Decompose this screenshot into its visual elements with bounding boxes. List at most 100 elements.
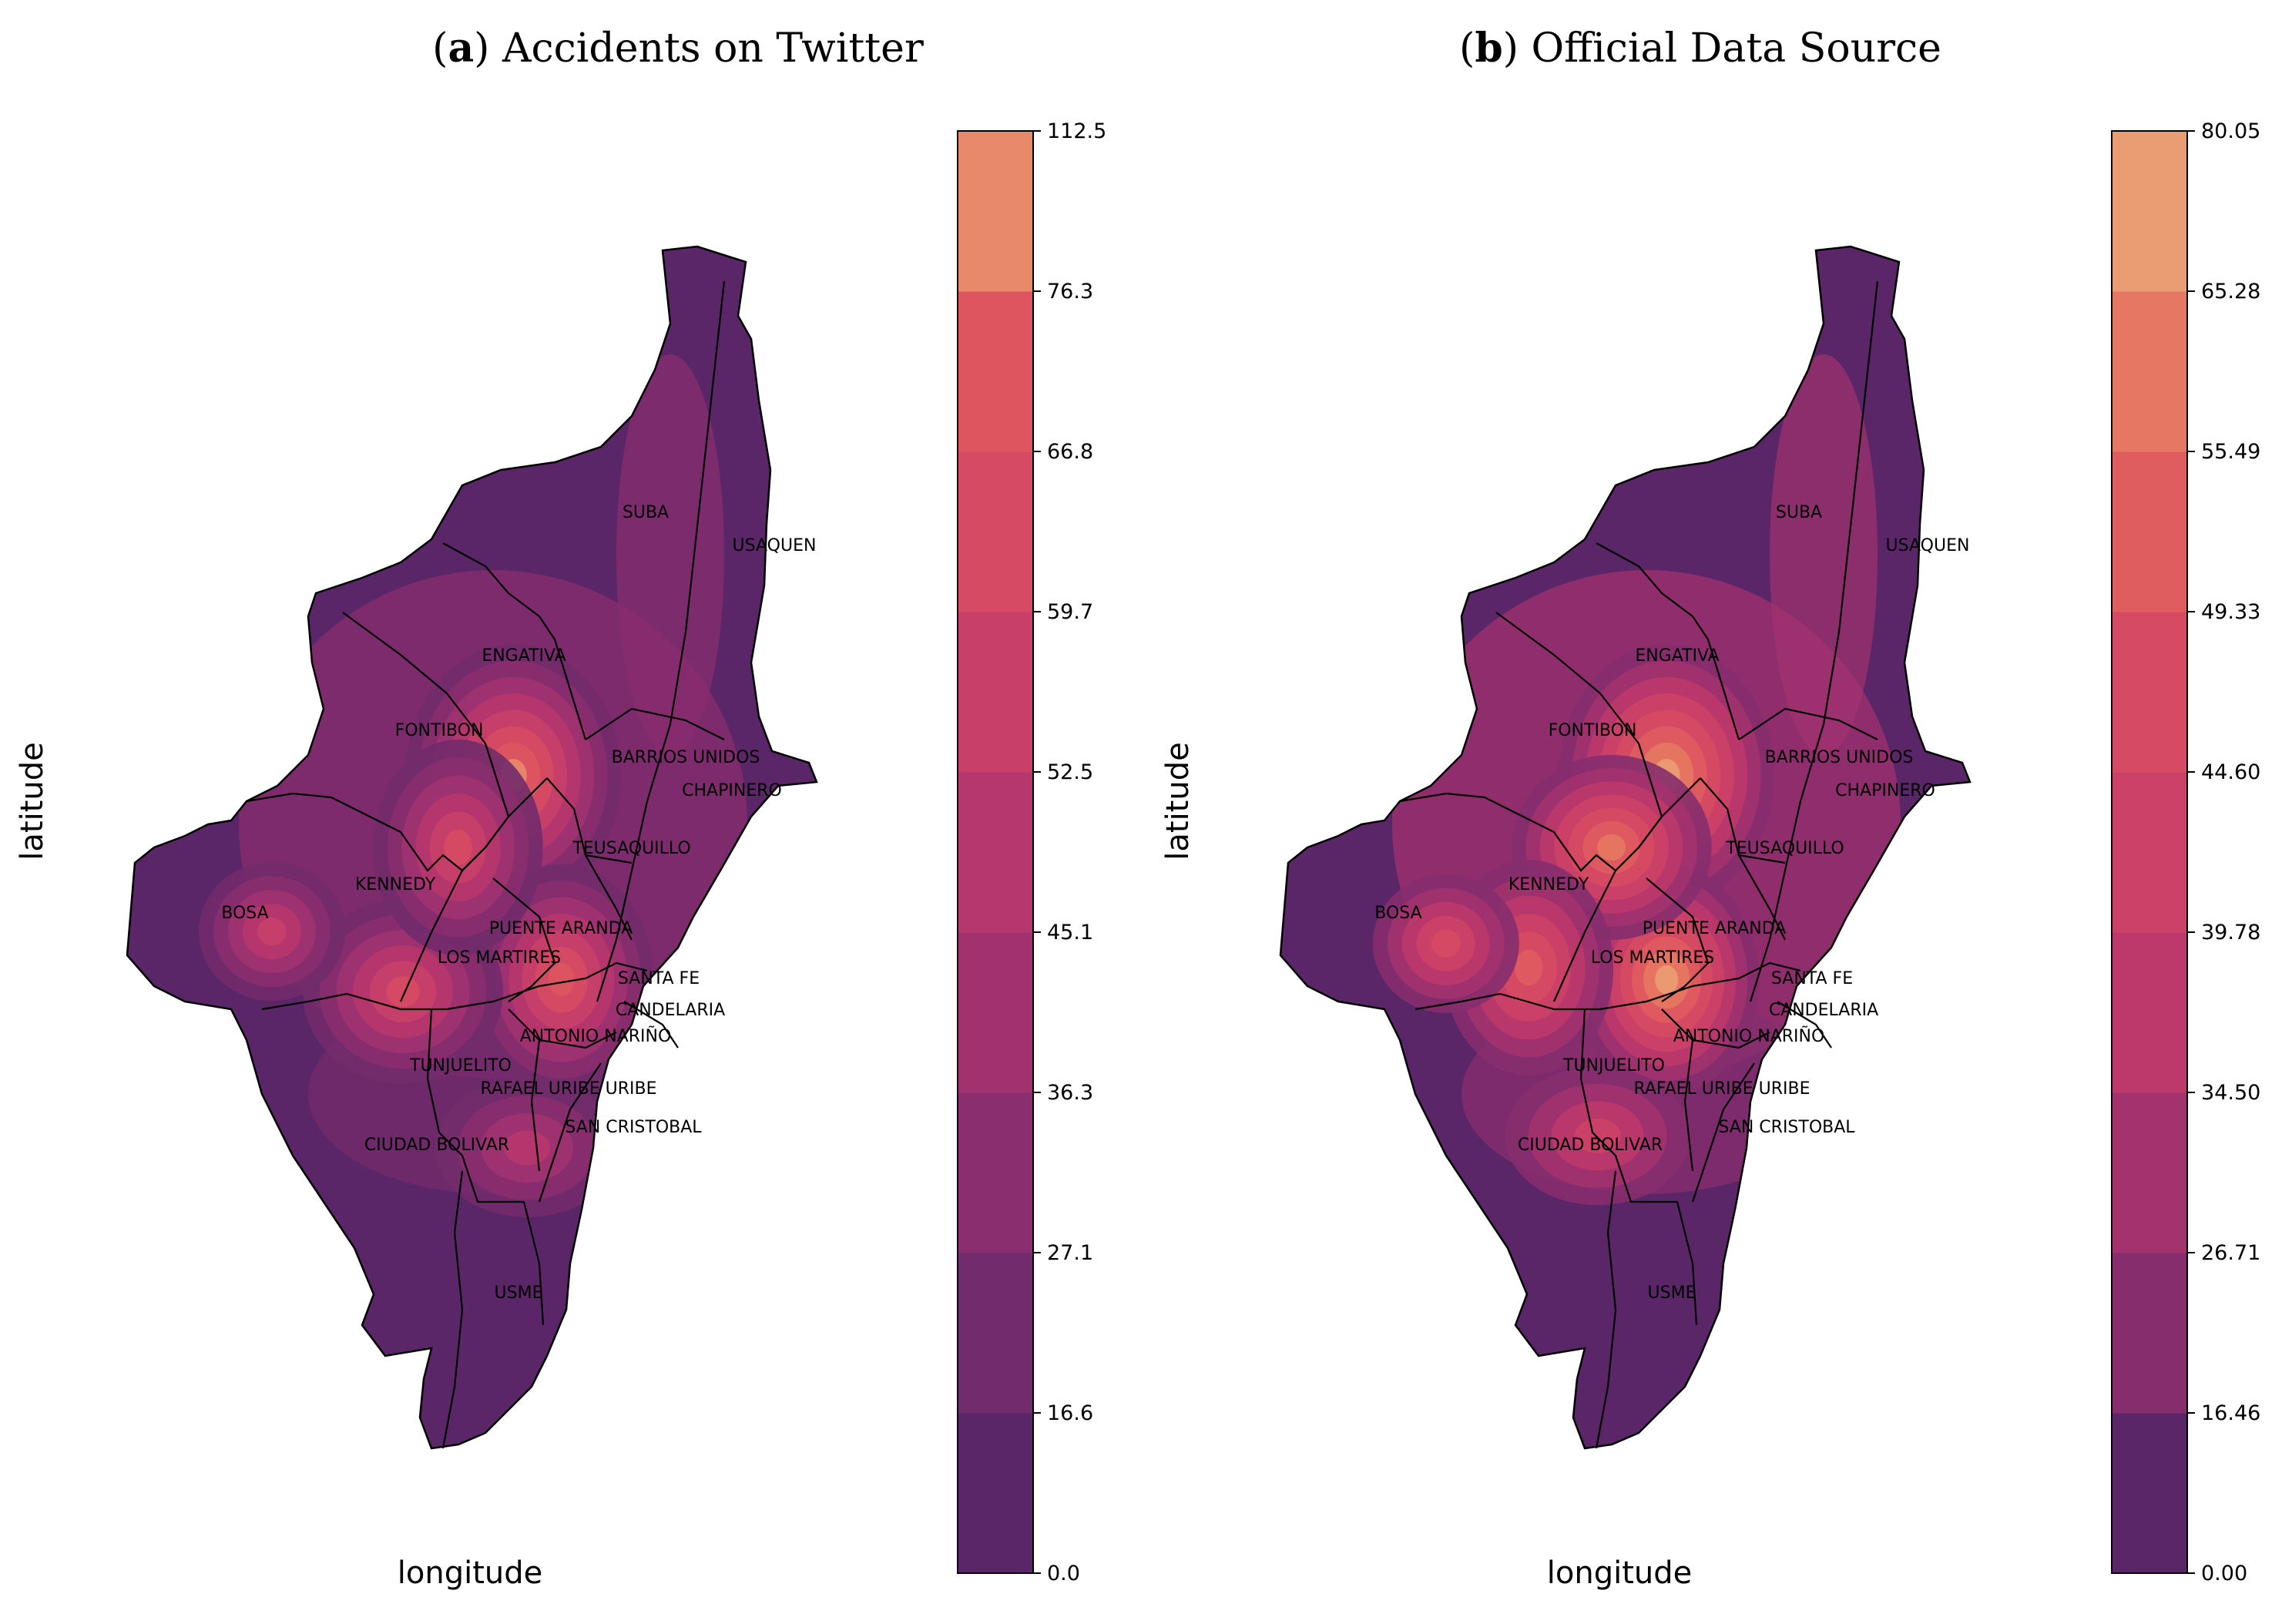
locality-border <box>1552 870 1616 1002</box>
locality-border <box>1661 1008 1770 1049</box>
colorbar-band <box>958 291 1033 452</box>
density-contour <box>1770 354 1878 755</box>
density-contour <box>257 918 287 946</box>
locality-border <box>426 1008 524 1203</box>
density-contour <box>444 829 472 866</box>
colorbar: 0.0 16.6 27.1 36.3 45.1 52.5 59.7 66.8 76.3 112.5 <box>957 119 1106 1585</box>
colorbar-band <box>2112 772 2187 933</box>
panel-accidents-twitter: (a) Accidents on Twitter latitude longit… <box>15 25 1106 1591</box>
locality-borders <box>246 280 726 1449</box>
locality-label: RAFAEL URIBE URIBE <box>480 1079 656 1099</box>
colorbar-tick-label: 16.46 <box>2201 1401 2260 1425</box>
locality-label: KENNEDY <box>1508 875 1589 894</box>
colorbar-band <box>958 131 1033 292</box>
colorbar-tick-label: 44.60 <box>2201 760 2260 784</box>
density-contour <box>616 354 724 755</box>
locality-label: SUBA <box>1776 503 1822 522</box>
locality-labels: SUBA USAQUEN ENGATIVA FONTIBON BARRIOS UNIDO… <box>221 503 816 1303</box>
colorbar-tick-label: 45.1 <box>1047 921 1093 945</box>
locality-label: ANTONIO NARIÑO <box>1673 1025 1825 1046</box>
colorbar-frame <box>957 130 1034 1574</box>
locality-label: LOS MARTIRES <box>1591 948 1715 968</box>
locality-label: CIUDAD BOLIVAR <box>1518 1136 1663 1155</box>
density-contour <box>1514 949 1543 986</box>
colorbar-band <box>2112 1413 2187 1574</box>
locality-label: USME <box>495 1283 543 1303</box>
locality-label: SUBA <box>623 503 669 522</box>
colorbar-band <box>958 451 1033 612</box>
colorbar-band <box>2112 612 2187 773</box>
colorbar-band <box>958 1092 1033 1253</box>
density-contour <box>1655 965 1679 995</box>
locality-label: USME <box>1648 1283 1696 1303</box>
y-axis-label: latitude <box>15 742 50 860</box>
density-map: SUBA USAQUEN ENGATIVA FONTIBON BARRIOS UNIDO… <box>126 245 818 1450</box>
locality-border <box>1700 777 1786 864</box>
colorbar-tick-label: 112.5 <box>1047 119 1106 143</box>
locality-label: ANTONIO NARIÑO <box>520 1025 672 1046</box>
density-map: SUBA USAQUEN ENGATIVA FONTIBON BARRIOS UNIDO… <box>1279 245 1972 1450</box>
locality-label: SAN CRISTOBAL <box>565 1118 702 1137</box>
locality-border <box>538 1062 602 1203</box>
locality-border <box>596 280 726 1002</box>
density-contour <box>504 1130 551 1166</box>
locality-label: USAQUEN <box>733 536 817 555</box>
locality-border <box>1399 777 1701 872</box>
locality-border <box>1596 542 1740 740</box>
locality-border <box>1683 1039 1694 1172</box>
colorbar-tick-label: 80.05 <box>2201 119 2260 143</box>
colorbar-tick-label: 27.1 <box>1047 1241 1093 1265</box>
locality-border <box>1691 1062 1755 1203</box>
colorbar-band <box>2112 932 2187 1093</box>
locality-border <box>1738 854 1786 941</box>
locality-label: ENGATIVA <box>1635 646 1719 666</box>
locality-label: TUNJUELITO <box>409 1056 512 1075</box>
locality-border <box>261 961 648 1011</box>
x-axis-label: longitude <box>398 1555 542 1591</box>
locality-label: CHAPINERO <box>682 781 782 800</box>
locality-label: BOSA <box>1374 904 1421 923</box>
locality-border <box>1676 1201 1698 1326</box>
colorbar-tick-label: 76.3 <box>1047 280 1093 304</box>
colorbar-tick-label: 0.00 <box>2201 1562 2247 1585</box>
locality-labels: SUBA USAQUEN ENGATIVA FONTIBON BARRIOS UNIDO… <box>1374 503 1969 1303</box>
colorbar-tick-label: 66.8 <box>1047 440 1093 464</box>
locality-border <box>522 1201 545 1326</box>
locality-border <box>585 854 633 941</box>
density-contour <box>1574 1118 1621 1153</box>
locality-label: FONTIBON <box>395 721 484 740</box>
locality-border <box>546 777 633 864</box>
locality-label: CHAPINERO <box>1835 781 1935 800</box>
density-contour <box>548 963 575 997</box>
locality-label: CANDELARIA <box>616 1001 725 1020</box>
y-axis-label: latitude <box>1160 742 1196 860</box>
locality-label: CIUDAD BOLIVAR <box>364 1136 509 1155</box>
locality-border <box>461 743 510 871</box>
locality-label: KENNEDY <box>355 875 436 894</box>
locality-border <box>442 542 587 740</box>
locality-label: SANTA FE <box>618 969 700 988</box>
colorbar-tick-label: 52.5 <box>1047 760 1093 784</box>
colorbar-tick-label: 34.50 <box>2201 1081 2260 1105</box>
colorbar-band <box>2112 131 2187 292</box>
locality-border <box>1595 1170 1617 1449</box>
locality-label: CANDELARIA <box>1769 1001 1878 1020</box>
colorbar-tick-label: 36.3 <box>1047 1081 1093 1105</box>
colorbar-tick-label: 26.71 <box>2201 1241 2260 1265</box>
locality-border <box>585 707 725 740</box>
locality-border <box>1738 707 1878 740</box>
locality-label: RAFAEL URIBE URIBE <box>1633 1079 1810 1099</box>
colorbar-band <box>2112 291 2187 452</box>
density-contour <box>386 976 420 1008</box>
locality-label: SAN CRISTOBAL <box>1718 1118 1855 1137</box>
locality-border <box>1615 743 1663 871</box>
colorbar-tick-label: 65.28 <box>2201 280 2260 304</box>
colorbar-band <box>958 772 1033 933</box>
locality-label: TEUSAQUILLO <box>1725 839 1844 858</box>
locality-border <box>399 870 463 1002</box>
colorbar: 0.00 16.46 26.71 34.50 39.78 44.60 49.33 55.49 6… <box>2111 119 2260 1585</box>
locality-label: TUNJUELITO <box>1562 1056 1665 1075</box>
locality-label: BOSA <box>221 904 268 923</box>
locality-border <box>441 1170 464 1449</box>
colorbar-band <box>958 932 1033 1093</box>
